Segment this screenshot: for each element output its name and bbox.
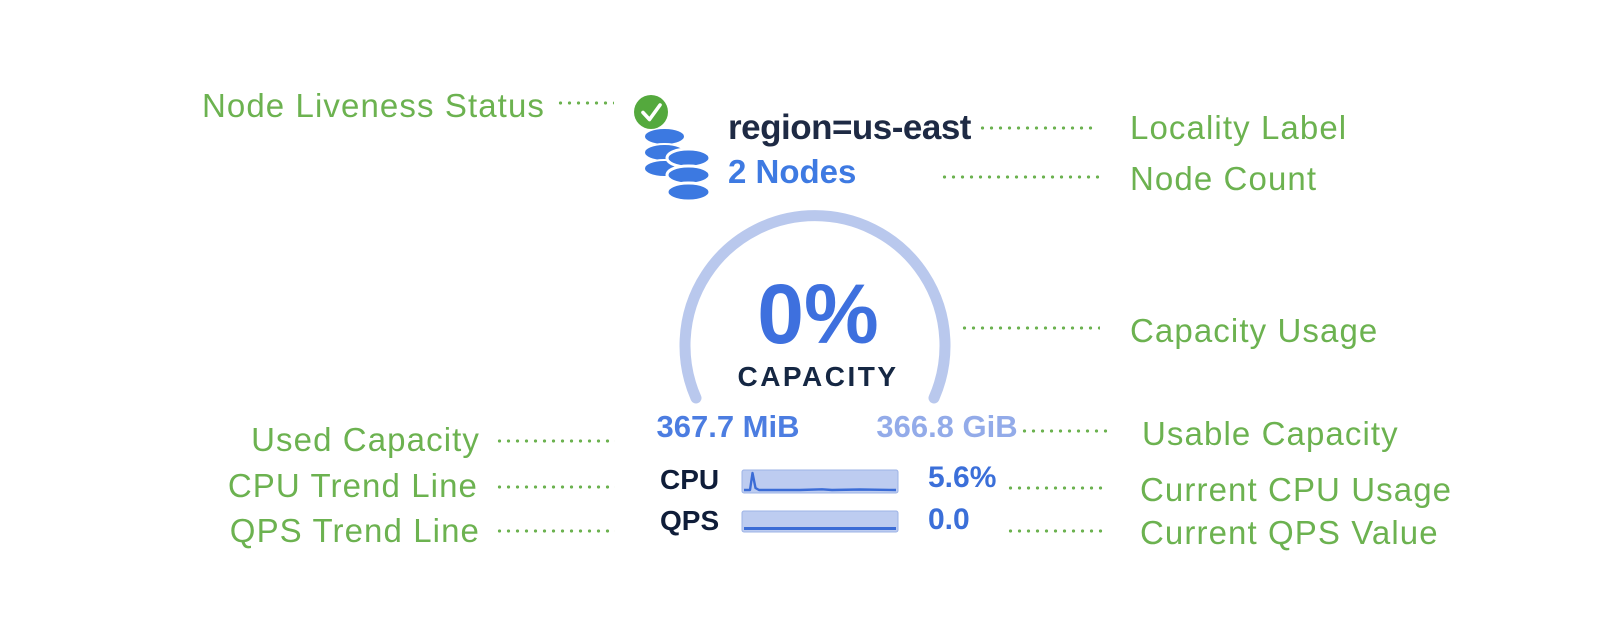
annotation-current-cpu-usage: Current CPU Usage: [1140, 471, 1453, 508]
qps-trend-bar: [741, 510, 899, 533]
annotation-capacity-usage: Capacity Usage: [1130, 312, 1379, 349]
cpu-sparkline: [744, 471, 897, 492]
annotation-node-count: Node Count: [1130, 160, 1318, 197]
leader-dots-locality-label: [978, 126, 1094, 130]
locality-label: region=us-east: [728, 108, 971, 147]
annotation-current-qps-value: Current QPS Value: [1140, 514, 1439, 551]
annotation-usable-capacity: Usable Capacity: [1142, 415, 1399, 452]
annotation-qps-trend-line: QPS Trend Line: [229, 512, 480, 549]
usable-capacity-value: 366.8 GiB: [876, 409, 1018, 444]
leader-dots-node-liveness: [556, 101, 614, 105]
leader-dots-node-count: [940, 175, 1102, 179]
cpu-metric-label: CPU: [660, 464, 720, 495]
node-count: 2 Nodes: [728, 153, 857, 190]
annotation-cpu-trend-line: CPU Trend Line: [227, 467, 478, 504]
cpu-trend-bar: [741, 469, 899, 494]
database-stack-icon: [643, 127, 712, 203]
leader-dots-current-cpu: [1006, 486, 1104, 490]
leader-dots-current-qps: [1006, 529, 1104, 533]
capacity-gauge-label: CAPACITY: [737, 361, 899, 392]
leader-dots-capacity-usage: [960, 326, 1100, 330]
annotation-locality-label: Locality Label: [1130, 109, 1348, 146]
qps-metric-label: QPS: [660, 505, 720, 536]
used-capacity-value: 367.7 MiB: [656, 409, 800, 444]
leader-dots-cpu-trend: [495, 485, 615, 489]
capacity-usage-percent: 0%: [757, 267, 879, 361]
leader-dots-usable-capacity: [1020, 429, 1112, 433]
annotation-used-capacity: Used Capacity: [251, 421, 480, 458]
annotation-node-liveness-status: Node Liveness Status: [201, 87, 545, 124]
leader-dots-qps-trend: [495, 529, 615, 533]
capacity-gauge-arc: [679, 210, 951, 404]
qps-metric-value: 0.0: [928, 503, 970, 536]
leader-dots-used-capacity: [495, 439, 615, 443]
cpu-metric-value: 5.6%: [928, 461, 997, 494]
liveness-check-icon: [634, 95, 668, 129]
